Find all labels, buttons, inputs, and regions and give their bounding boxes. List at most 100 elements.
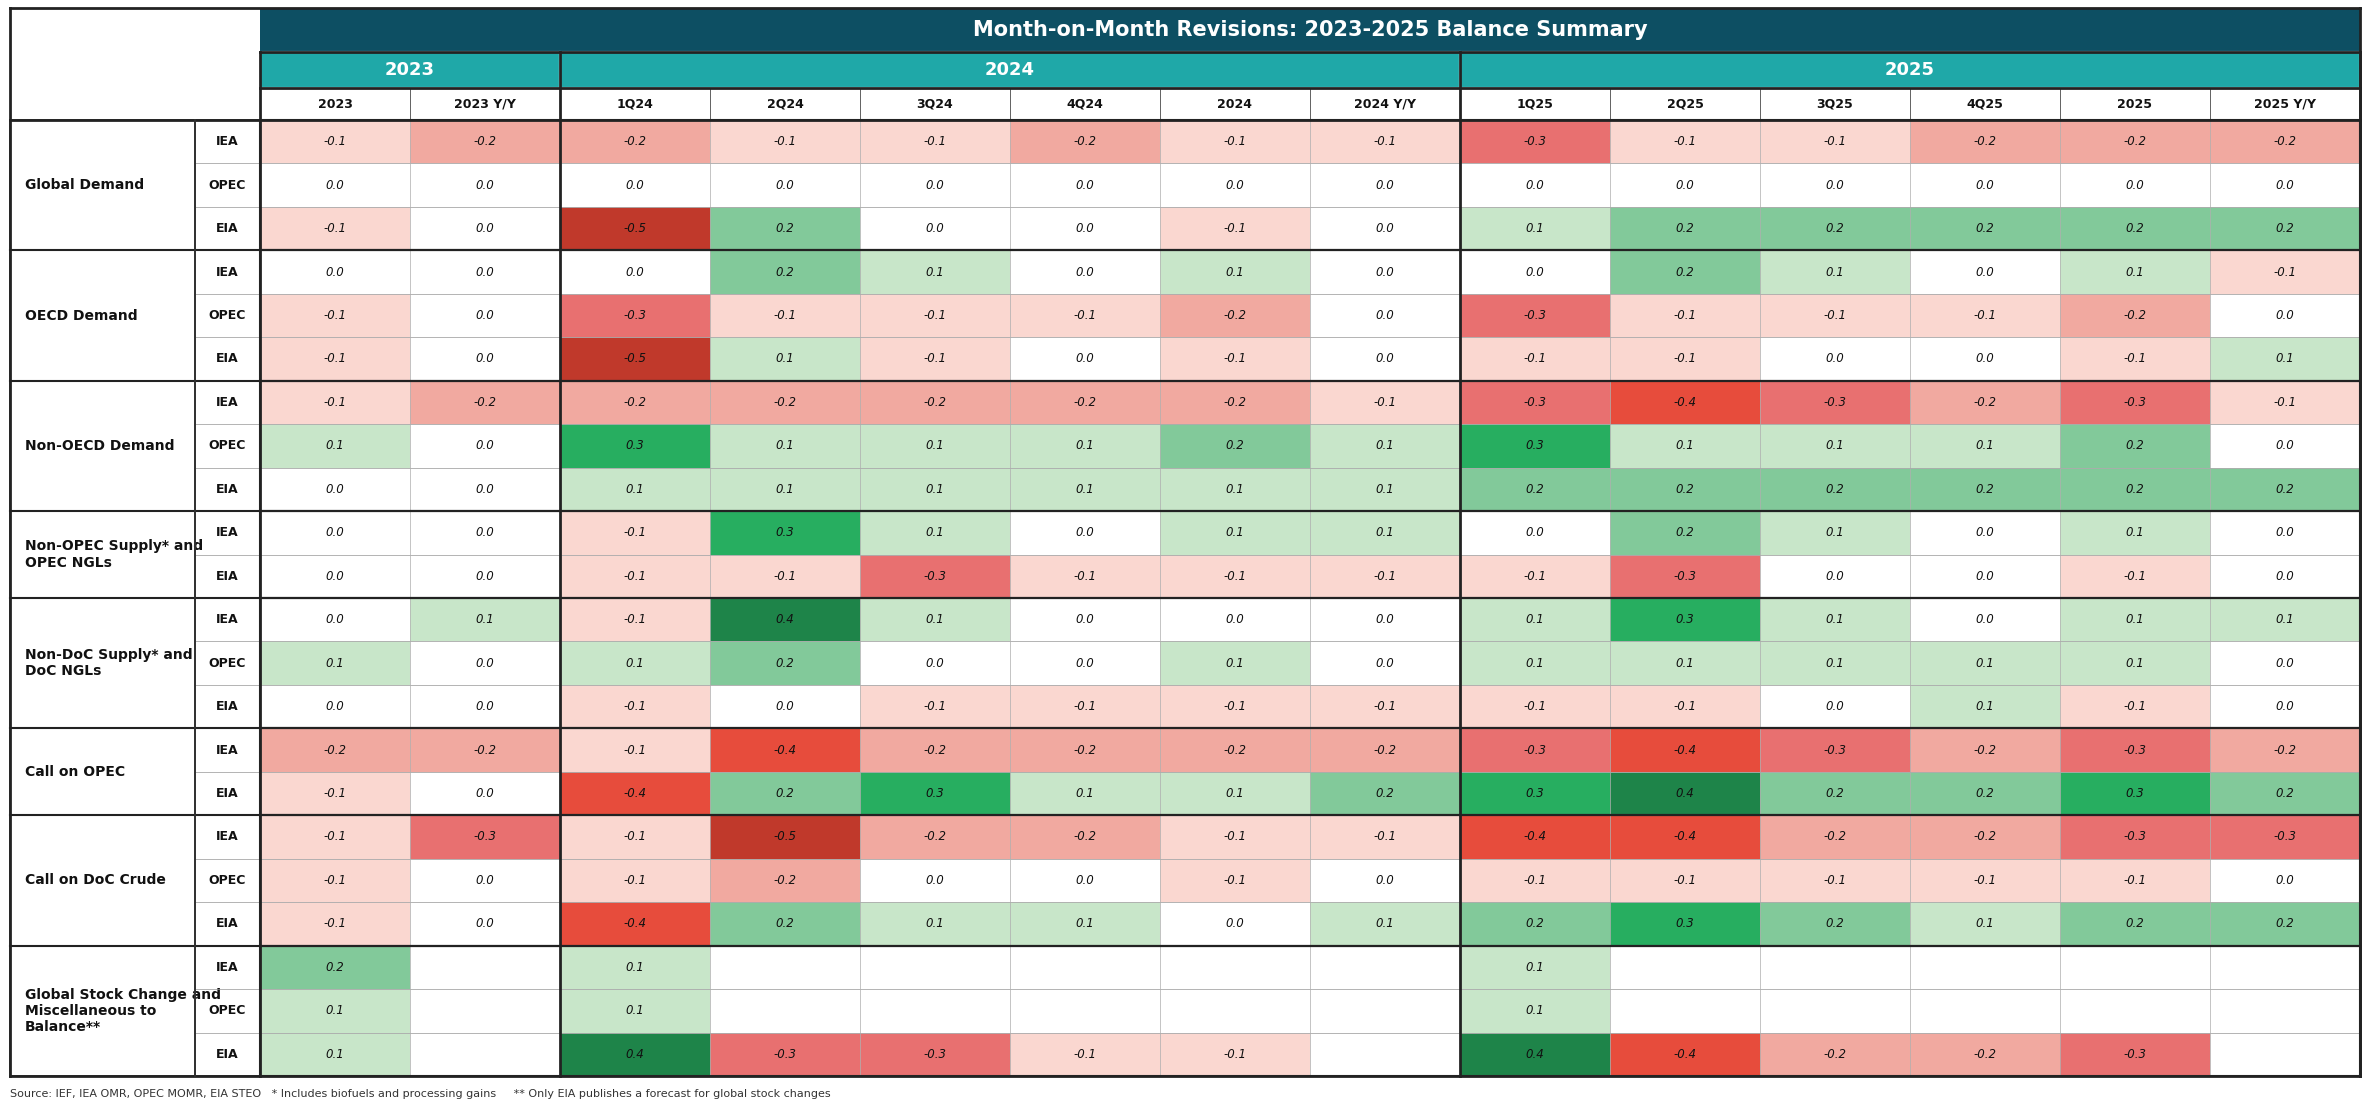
Text: 0.0: 0.0	[325, 266, 344, 278]
Bar	[860, 294, 1010, 338]
Bar	[2209, 989, 2361, 1032]
Bar	[1609, 294, 1761, 338]
Text: 0.0: 0.0	[1076, 874, 1095, 887]
Bar	[194, 120, 261, 251]
Text: 0.1: 0.1	[775, 352, 794, 365]
Text: Month-on-Month Revisions: 2023-2025 Balance Summary: Month-on-Month Revisions: 2023-2025 Bala…	[972, 20, 1647, 40]
Text: 0.3: 0.3	[2126, 787, 2145, 800]
Bar	[410, 859, 559, 902]
Bar	[1010, 424, 1159, 468]
Bar	[2209, 641, 2361, 684]
Text: 0.3: 0.3	[1526, 439, 1545, 453]
Bar	[1010, 294, 1159, 338]
Text: -0.3: -0.3	[623, 309, 647, 322]
Bar	[2209, 163, 2361, 206]
Text: -0.1: -0.1	[1524, 352, 1548, 365]
Bar	[2209, 251, 2361, 294]
Bar	[559, 902, 711, 946]
Text: 0.2: 0.2	[2126, 222, 2145, 235]
Bar	[1159, 251, 1311, 294]
Text: 0.1: 0.1	[927, 266, 943, 278]
Text: -0.2: -0.2	[773, 396, 796, 408]
Text: -0.2: -0.2	[1974, 135, 1996, 148]
Text: -0.1: -0.1	[1524, 700, 1548, 713]
Bar	[2060, 251, 2209, 294]
Text: 0.0: 0.0	[1375, 874, 1394, 887]
Bar	[194, 338, 261, 381]
Text: 0.2: 0.2	[2275, 917, 2294, 931]
Text: 0.0: 0.0	[2275, 179, 2294, 192]
Bar	[559, 772, 711, 815]
Text: 0.0: 0.0	[2275, 439, 2294, 453]
Bar	[194, 163, 261, 206]
Text: 0.1: 0.1	[1825, 439, 1844, 453]
Bar	[261, 163, 410, 206]
Text: 0.0: 0.0	[1076, 266, 1095, 278]
Text: EIA: EIA	[216, 1048, 239, 1061]
Bar	[2060, 554, 2209, 598]
Text: 0.0: 0.0	[476, 266, 495, 278]
Text: -0.1: -0.1	[1974, 874, 1996, 887]
Text: -0.2: -0.2	[1223, 744, 1247, 756]
Text: OPEC: OPEC	[209, 179, 246, 192]
Bar	[559, 338, 711, 381]
Bar	[1159, 163, 1311, 206]
Text: -0.5: -0.5	[623, 222, 647, 235]
Text: 1Q24: 1Q24	[616, 97, 654, 110]
Bar	[2209, 946, 2361, 989]
Text: -0.1: -0.1	[322, 222, 346, 235]
Text: -0.1: -0.1	[1223, 352, 1247, 365]
Bar	[1159, 772, 1311, 815]
Text: 0.0: 0.0	[1526, 179, 1545, 192]
Text: -0.1: -0.1	[2124, 874, 2147, 887]
Bar	[1761, 946, 1910, 989]
Text: 0.0: 0.0	[1977, 570, 1996, 583]
Bar	[1761, 902, 1910, 946]
Bar	[261, 772, 410, 815]
Bar	[1910, 424, 2060, 468]
Text: 0.4: 0.4	[1676, 787, 1695, 800]
Text: 0.1: 0.1	[1526, 657, 1545, 670]
Bar	[2209, 772, 2361, 815]
Bar	[1910, 946, 2060, 989]
Text: -0.2: -0.2	[924, 396, 946, 408]
Bar	[1460, 163, 1609, 206]
Text: 0.1: 0.1	[1526, 960, 1545, 974]
Text: -0.3: -0.3	[2124, 744, 2147, 756]
Bar	[860, 684, 1010, 729]
Bar	[1910, 1032, 2060, 1076]
Bar	[1609, 902, 1761, 946]
Bar	[1910, 815, 2060, 859]
Text: 0.0: 0.0	[2275, 309, 2294, 322]
Text: -0.3: -0.3	[924, 570, 946, 583]
Bar	[559, 52, 1460, 88]
Bar	[1010, 684, 1159, 729]
Bar	[261, 815, 2361, 946]
Bar	[1761, 338, 1910, 381]
Bar	[2060, 772, 2209, 815]
Text: 0.1: 0.1	[626, 1005, 645, 1017]
Text: 0.2: 0.2	[775, 222, 794, 235]
Text: IEA: IEA	[216, 396, 239, 408]
Text: 0.1: 0.1	[626, 657, 645, 670]
Bar	[711, 468, 860, 511]
Bar	[1159, 859, 1311, 902]
Bar	[1609, 468, 1761, 511]
Text: -0.1: -0.1	[1375, 135, 1396, 148]
Text: 0.2: 0.2	[1676, 266, 1695, 278]
Text: IEA: IEA	[216, 744, 239, 756]
Text: -0.1: -0.1	[924, 352, 946, 365]
Bar	[860, 88, 1010, 120]
Bar	[410, 554, 559, 598]
Bar	[194, 946, 261, 1076]
Text: 0.1: 0.1	[325, 657, 344, 670]
Text: 0.2: 0.2	[2126, 482, 2145, 496]
Bar	[194, 815, 261, 859]
Text: Call on DoC Crude: Call on DoC Crude	[24, 873, 166, 888]
Bar	[1010, 641, 1159, 684]
Bar	[194, 859, 261, 902]
Bar	[711, 338, 860, 381]
Bar	[711, 946, 860, 989]
Bar	[1159, 206, 1311, 251]
Text: 0.0: 0.0	[1676, 179, 1695, 192]
